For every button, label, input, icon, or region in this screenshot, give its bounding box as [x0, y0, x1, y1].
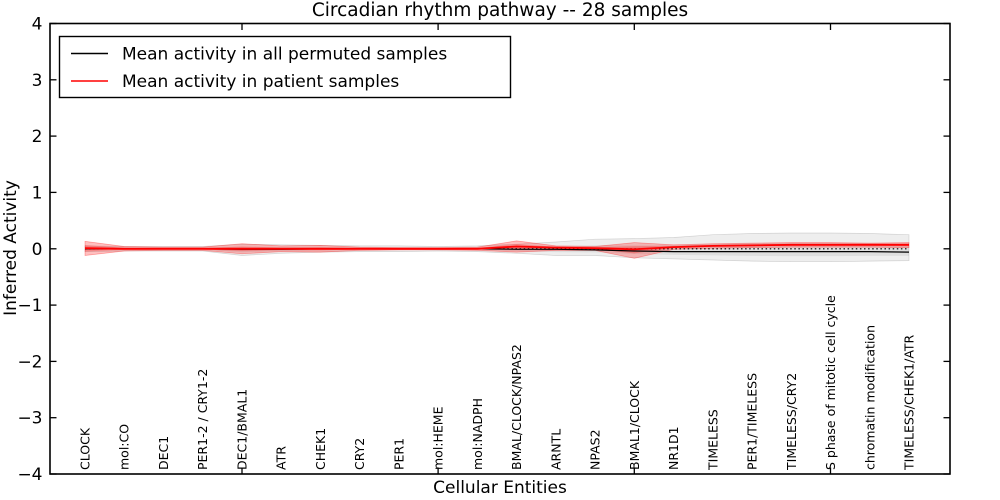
- x-entity-label: chromatin modification: [862, 325, 877, 470]
- patient-mean-line: [84, 243, 909, 251]
- x-entity-label: PER1: [391, 438, 406, 470]
- x-entity-label: TIMELESS: [705, 409, 720, 471]
- y-tick-label: 2: [32, 127, 43, 147]
- x-entity-label: ATR: [274, 446, 289, 470]
- x-entity-label: mol:NADPH: [470, 398, 485, 470]
- y-tick-label: 1: [32, 183, 43, 203]
- x-entity-label: TIMELESS/CHEK1/ATR: [902, 334, 917, 471]
- legend: Mean activity in all permuted samples Me…: [58, 35, 512, 99]
- x-entity-label: NPAS2: [588, 429, 603, 470]
- legend-label-permuted-samples: Mean activity in all permuted samples: [122, 45, 447, 65]
- x-entity-label: BMAL/CLOCK/NPAS2: [509, 344, 524, 470]
- x-entity-label: CLOCK: [78, 427, 93, 470]
- x-entity-label: S phase of mitotic cell cycle: [823, 295, 838, 470]
- x-entity-label: mol:HEME: [431, 406, 446, 470]
- x-axis-label: Cellular Entities: [433, 478, 567, 498]
- x-entity-label: PER1/TIMELESS: [745, 373, 760, 470]
- x-entity-label: TIMELESS/CRY2: [784, 373, 799, 471]
- y-tick-label: −3: [17, 409, 42, 429]
- axes-spines-and-ticks: [49, 22, 951, 475]
- x-entity-label: DEC1: [156, 436, 171, 470]
- x-entity-label: DEC1/BMAL1: [235, 389, 250, 470]
- chart-title: Circadian rhythm pathway -- 28 samples: [312, 0, 688, 21]
- x-entity-label: mol:CO: [117, 424, 132, 470]
- x-entity-label: NR1D1: [666, 426, 681, 470]
- x-entity-labels: CLOCK mol:CO DEC1 PER1-2 / CRY1-2 DEC1/BMAL1…: [78, 295, 917, 471]
- x-entity-label: ARNTL: [548, 429, 563, 470]
- x-entity-label: BMAL1/CLOCK: [627, 380, 642, 470]
- x-entity-label: PER1-2 / CRY1-2: [195, 369, 210, 470]
- mean-activity-lines: [84, 243, 910, 253]
- y-tick-label: −2: [17, 352, 42, 372]
- y-tick-label: 3: [32, 71, 43, 91]
- x-entity-label: CRY2: [352, 438, 367, 470]
- y-tick-label: 4: [32, 15, 43, 35]
- y-tick-label: −4: [17, 465, 42, 485]
- y-tick-label: 0: [32, 240, 43, 260]
- y-tick-labels: 4 3 2 1 0 −1 −2 −3 −4: [17, 15, 42, 486]
- legend-label-patient-samples: Mean activity in patient samples: [122, 72, 399, 92]
- x-entity-label: CHEK1: [313, 428, 328, 470]
- y-tick-label: −1: [17, 296, 42, 316]
- y-axis-label: Inferred Activity: [1, 180, 21, 316]
- legend-box: [58, 35, 512, 99]
